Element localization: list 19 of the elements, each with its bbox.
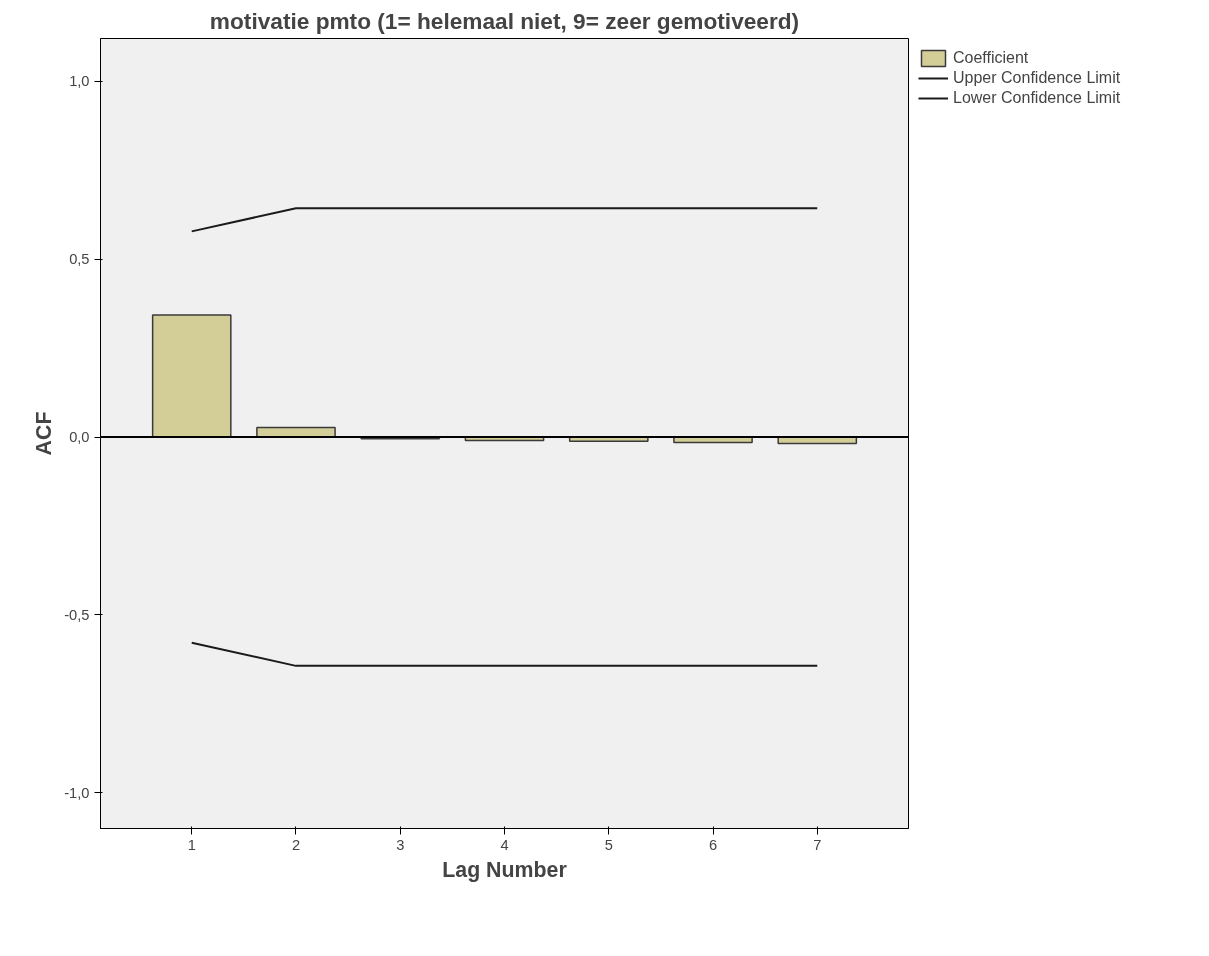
x-tick-label: 6	[708, 836, 718, 853]
y-tick-label: 1,0	[69, 73, 90, 90]
x-tick-label: 4	[500, 836, 509, 853]
y-tick-label: -1,0	[64, 784, 90, 801]
y-tick-label: -0,5	[64, 606, 90, 623]
y-axis-title: ACF	[32, 411, 57, 456]
y-tick-label: 0,0	[69, 429, 90, 446]
x-tick-label: 2	[291, 836, 301, 853]
y-tick-label: 0,5	[69, 251, 90, 268]
x-tick-label: 5	[604, 836, 613, 853]
chart-title: motivatie pmto (1= helemaal niet, 9= zeer gemotiveerd)	[209, 7, 800, 34]
legend-label: Lower Confidence Limit	[953, 89, 1121, 107]
legend-label: Upper Confidence Limit	[953, 69, 1121, 87]
bar	[151, 314, 232, 438]
x-tick-label: 1	[187, 836, 196, 853]
x-axis-title: Lag Number	[442, 857, 567, 882]
x-tick-label: 7	[813, 836, 822, 853]
x-tick-label: 3	[396, 836, 405, 853]
legend-label: Coefficient	[953, 49, 1029, 67]
